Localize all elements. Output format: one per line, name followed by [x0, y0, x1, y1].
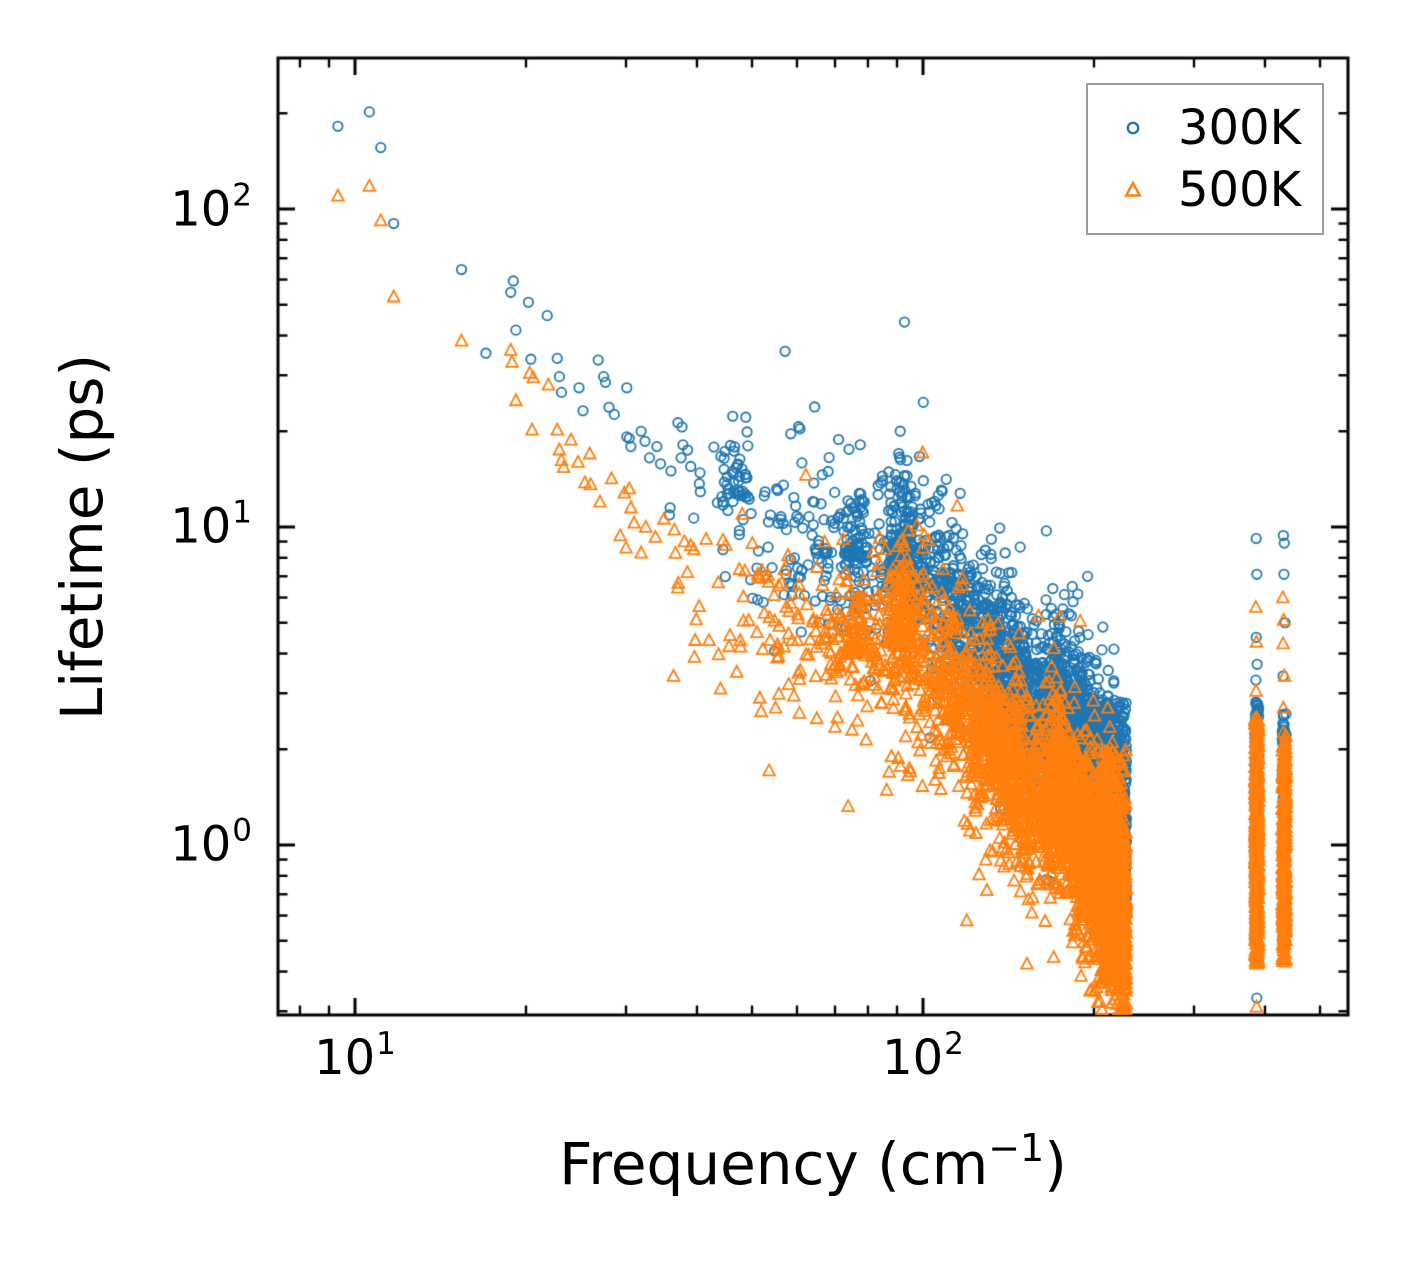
legend-label: 500K [1178, 162, 1302, 219]
legend-marker-triangle-icon [1124, 180, 1142, 198]
y-axis-label: Lifetime (ps) [48, 353, 116, 721]
x-tick-label-100: 102 [882, 1026, 964, 1086]
y-tick-label-10: 101 [170, 494, 252, 555]
legend-label: 300K [1178, 99, 1302, 156]
legend-item-300K: 300K [1088, 104, 1322, 152]
x-axis-label: Frequency (cm−1) [559, 1126, 1067, 1198]
x-tick-label-10: 101 [314, 1026, 396, 1086]
y-tick-label-100: 102 [170, 177, 252, 238]
legend: 300K 500K [1086, 83, 1324, 235]
legend-marker-circle-icon [1126, 121, 1140, 135]
legend-item-500K: 500K [1088, 166, 1322, 214]
y-tick-label-1: 100 [170, 812, 252, 873]
